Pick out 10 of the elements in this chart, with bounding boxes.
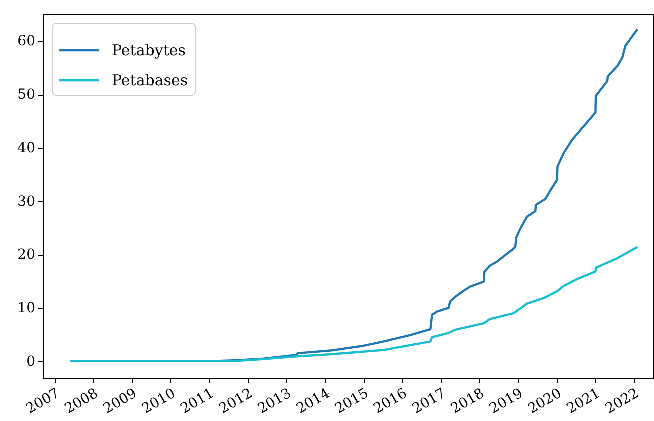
legend-label: Petabases bbox=[112, 72, 188, 90]
y-tick-label: 10 bbox=[18, 300, 36, 317]
legend-label: Petabytes bbox=[112, 42, 186, 60]
y-tick-label: 0 bbox=[26, 354, 36, 370]
y-tick-label: 30 bbox=[18, 194, 36, 210]
y-tick-label: 40 bbox=[18, 140, 36, 156]
y-tick-label: 50 bbox=[18, 87, 36, 104]
y-tick-label: 20 bbox=[18, 247, 36, 264]
y-tick-label: 60 bbox=[18, 34, 36, 50]
line-series bbox=[69, 246, 639, 363]
